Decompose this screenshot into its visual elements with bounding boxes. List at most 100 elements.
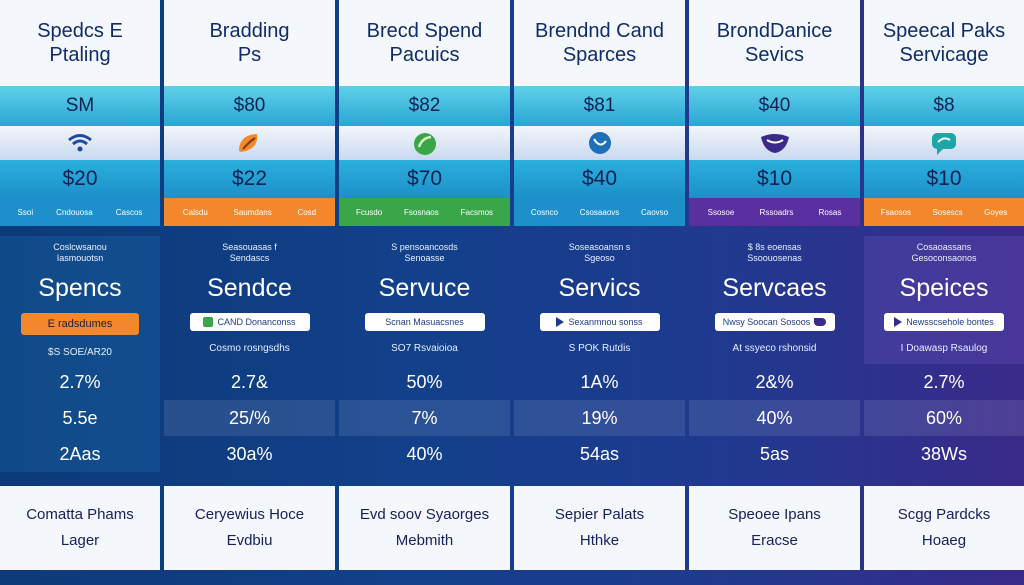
kicker-line: Sgeoso (584, 253, 615, 263)
plan-title: Servics (558, 274, 641, 302)
price: $70 (339, 160, 510, 198)
arrow-icon (556, 317, 565, 327)
column-footer: Ceryewius Hoce Evdbiu (164, 486, 335, 570)
footer-line-1: Sepier Palats (554, 506, 645, 523)
header-line-1: Brendnd Cand (535, 20, 664, 42)
kicker-line: Soseasoansn s (568, 242, 631, 252)
footer-line-2: Hthke (579, 532, 620, 549)
kicker-line: S pensoancosds (391, 242, 458, 252)
top-value: $82 (339, 86, 510, 126)
header-line-1: Spedcs E (37, 20, 123, 42)
plan-note: SO7 Rsvaioioa (391, 343, 458, 354)
top-value: $80 (164, 86, 335, 126)
footer-line-2: Hoaeg (921, 532, 967, 549)
icon-band (339, 126, 510, 160)
plan-body: S pensoancosds Senoasse Servuce Scnan Ma… (339, 236, 510, 364)
plan-column-2: Brecd Spend Pacuics $82 $70 Fcusdo Fsosn… (339, 0, 510, 585)
tag: Csosaaovs (579, 207, 620, 217)
top-value: $8 (864, 86, 1024, 126)
tag-bar: Ssosoe Rssoadrs Rosas (689, 198, 860, 226)
tag: Fsaosos (880, 207, 911, 217)
plan-pill-button[interactable]: Newsscsehole bontes (884, 313, 1004, 331)
kicker-line: Seasouasas f (222, 242, 277, 252)
kicker-line: $ 8s eoensas (747, 242, 802, 252)
plan-title: Speices (899, 274, 989, 302)
chat-icon (929, 130, 959, 156)
icon-band (514, 126, 685, 160)
tag-bar: Cosnco Csosaaovs Caovso (514, 198, 685, 226)
pill-label: Newsscsehole bontes (906, 317, 994, 327)
top-value: $81 (514, 86, 685, 126)
stat-row: 25/% (164, 400, 335, 436)
kicker-line: Coslcwsanou (53, 242, 107, 252)
pill-label: Sexanmnou sonss (568, 317, 643, 327)
plan-column-3: Brendnd Cand Sparces $81 $40 Cosnco Csos… (514, 0, 685, 585)
tag: Calsdu (182, 207, 208, 217)
plan-body: Soseasoansn s Sgeoso Servics Sexanmnou s… (514, 236, 685, 364)
stat-row: 19% (514, 400, 685, 436)
tag: Cascos (115, 207, 143, 217)
top-value: $40 (689, 86, 860, 126)
plan-pill-button[interactable]: CAND Donanconss (189, 313, 310, 331)
stat-row: 5.5e (0, 400, 160, 436)
icon-band (689, 126, 860, 160)
header-line-2: Ps (237, 44, 262, 66)
tag-bar: Calsdu Saumdans Cosd (164, 198, 335, 226)
column-footer: Comatta Phams Lager (0, 486, 160, 570)
tag: Goyes (984, 207, 1008, 217)
badge-icon (203, 317, 214, 327)
plan-title: Servcaes (722, 274, 827, 302)
header-line-2: Ptaling (49, 44, 111, 66)
stat-row: 2.7& (230, 371, 269, 392)
tag: Facsmos (460, 207, 494, 217)
tag: Ssosoe (707, 207, 735, 217)
header-line-2: Pacuics (389, 44, 460, 66)
tag: Fcusdo (355, 207, 383, 217)
plan-note: I Doawasp Rsaulog (900, 343, 988, 354)
swoosh-icon (814, 318, 827, 326)
kicker-line: Ssoouosenas (747, 253, 802, 263)
leaf-icon (410, 130, 440, 156)
kicker-line: Cosaoassans (916, 242, 972, 252)
stat-row: 40% (406, 443, 443, 464)
globe-icon (586, 129, 614, 157)
stat-row: 50% (406, 371, 443, 392)
plan-body: $ 8s eoensas Ssoouosenas Servcaes Nwsy S… (689, 236, 860, 364)
icon-band (864, 126, 1024, 160)
kicker-line: Senoasse (404, 253, 445, 263)
plan-pill-button[interactable]: E radsdumes (21, 313, 139, 335)
column-footer: Evd soov Syaorges Mebmith (339, 486, 510, 570)
plan-note: S POK Rutdis (568, 343, 631, 354)
stat-row: 40% (689, 400, 860, 436)
header-line-2: Sparces (562, 44, 637, 66)
tag: Ssoi (17, 207, 34, 217)
header-line-1: Brecd Spend (366, 20, 483, 42)
plan-pill-button[interactable]: Nwsy Soocan Sosoos (714, 313, 835, 331)
stat-row: 38Ws (920, 443, 967, 464)
header-line-1: Speecal Paks (882, 20, 1006, 42)
tag: Caovso (641, 207, 669, 217)
icon-band (164, 126, 335, 160)
footer-line-1: Speoee Ipans (728, 506, 821, 523)
footer-line-2: Mebmith (395, 532, 454, 549)
price: $22 (164, 160, 335, 198)
icon-band (0, 126, 160, 160)
column-header: Bradding Ps (164, 0, 335, 86)
plan-pill-button[interactable]: Sexanmnou sonss (539, 313, 660, 331)
column-header: BrondDanice Sevics (689, 0, 860, 86)
plan-column-0: Spedcs E Ptaling SM $20 Ssoi Cndouosa Ca… (0, 0, 160, 585)
stat-row: 1A% (580, 371, 619, 392)
plan-pill-button[interactable]: Scnan Masuacsnes (364, 313, 485, 331)
plan-title: Servuce (378, 274, 471, 302)
header-line-2: Servicage (899, 44, 989, 66)
tag: Fsosnaos (404, 207, 439, 217)
stat-row: 5as (759, 443, 790, 464)
tag: Cosd (297, 207, 317, 217)
tag: Saumdans (233, 207, 272, 217)
pill-label: CAND Donanconss (217, 317, 296, 327)
leaf-icon (235, 131, 265, 155)
kicker-line: Iasmouotsn (56, 253, 104, 263)
plan-note: Cosmo rosngsdhs (209, 343, 290, 354)
tag-bar: Fsaosos Sosescs Goyes (864, 198, 1024, 226)
